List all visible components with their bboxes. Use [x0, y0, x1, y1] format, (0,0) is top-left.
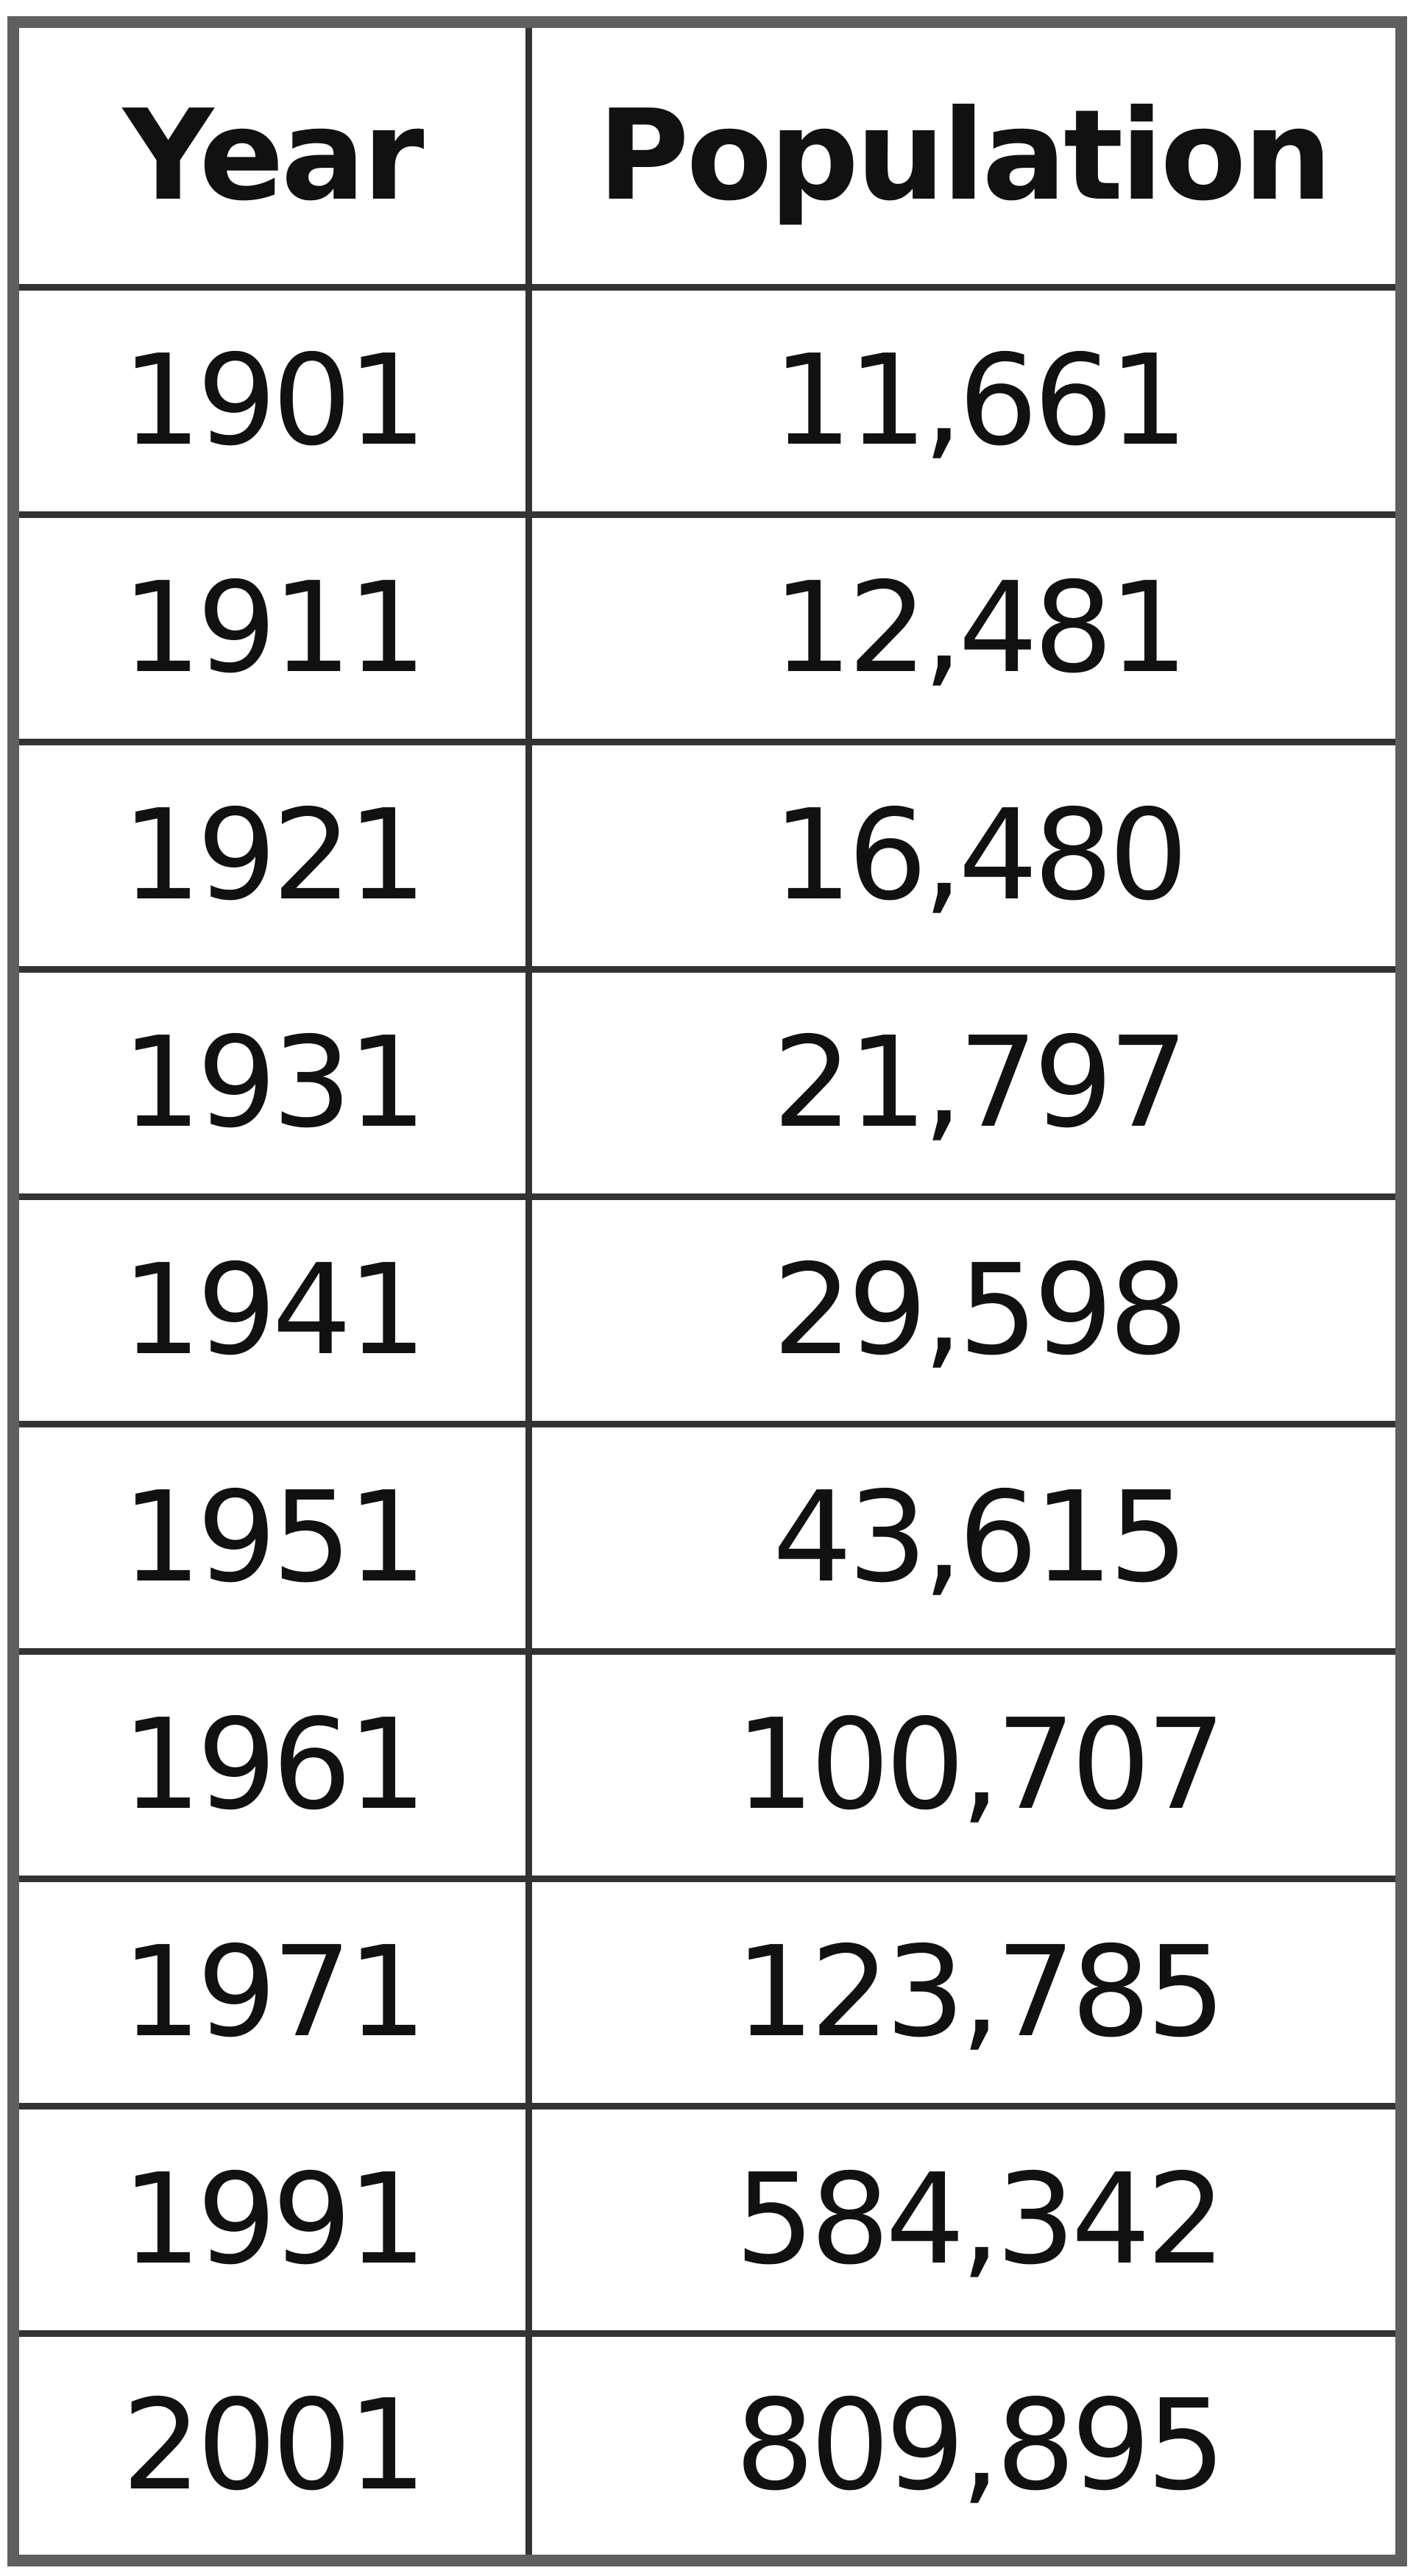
table-row: 1941 29,598 — [10, 1193, 1405, 1427]
population-cell: 12,481 — [525, 511, 1405, 745]
population-cell: 11,661 — [525, 283, 1405, 518]
population-cell: 100,707 — [525, 1647, 1405, 1882]
year-cell: 1901 — [10, 283, 532, 518]
population-cell: 21,797 — [525, 965, 1405, 1200]
table-row: 1901 11,661 — [10, 283, 1405, 518]
table-row: 1951 43,615 — [10, 1420, 1405, 1655]
population-cell: 16,480 — [525, 738, 1405, 973]
year-cell: 1991 — [10, 2102, 532, 2337]
year-cell: 1911 — [10, 511, 532, 745]
table-row: 1961 100,707 — [10, 1647, 1405, 1882]
table-row: 2001 809,895 — [10, 2330, 1405, 2564]
table-row: 1921 16,480 — [10, 738, 1405, 973]
table-row: 1971 123,785 — [10, 1875, 1405, 2110]
table-body: 1901 11,661 1911 12,481 1921 16,480 1931 21,797… — [10, 283, 1405, 2564]
year-cell: 1921 — [10, 738, 532, 973]
population-table: Year Population 1901 11,661 1911 12,481 1921… — [7, 16, 1407, 2566]
year-cell: 1931 — [10, 965, 532, 1200]
population-cell: 809,895 — [525, 2330, 1405, 2564]
table-header: Year Population — [10, 18, 1405, 291]
table-row: 1911 12,481 — [10, 511, 1405, 745]
year-cell: 1961 — [10, 1647, 532, 1882]
column-header-year: Year — [10, 18, 532, 291]
year-cell: 1971 — [10, 1875, 532, 2110]
table-row: 1991 584,342 — [10, 2102, 1405, 2337]
population-cell: 584,342 — [525, 2102, 1405, 2337]
population-cell: 123,785 — [525, 1875, 1405, 2110]
header-row: Year Population — [10, 18, 1405, 291]
population-cell: 29,598 — [525, 1193, 1405, 1427]
column-header-population: Population — [525, 18, 1405, 291]
year-cell: 2001 — [10, 2330, 532, 2564]
population-cell: 43,615 — [525, 1420, 1405, 1655]
table-row: 1931 21,797 — [10, 965, 1405, 1200]
year-cell: 1941 — [10, 1193, 532, 1427]
year-cell: 1951 — [10, 1420, 532, 1655]
